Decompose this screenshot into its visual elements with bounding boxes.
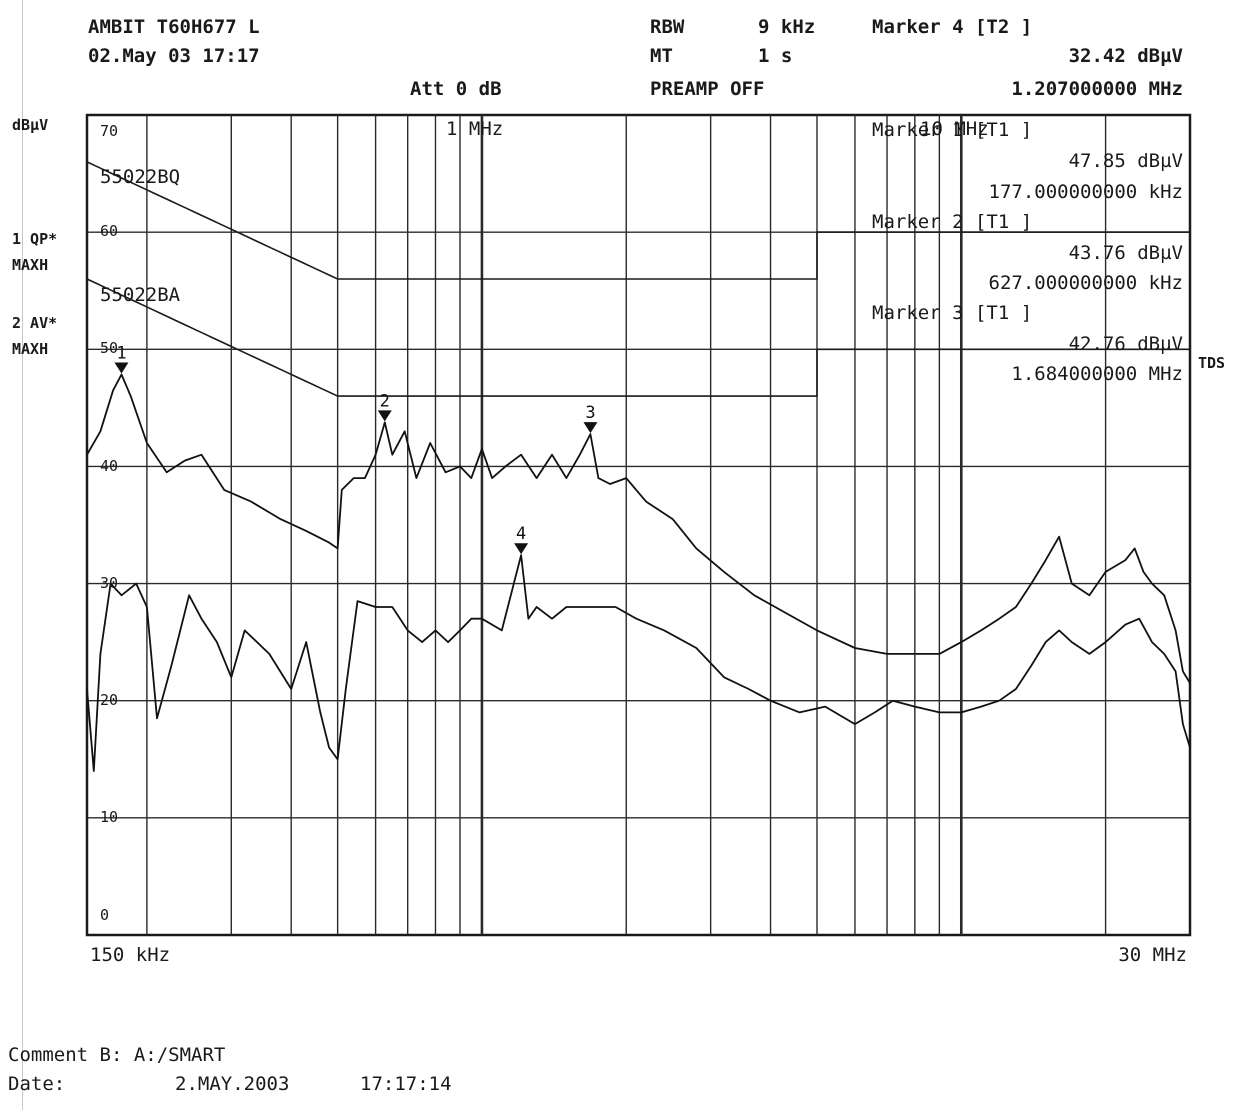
marker1-freq: 177.000000000 kHz	[988, 181, 1183, 203]
date-label: Date:	[8, 1073, 66, 1095]
y-tick-label: 70	[100, 122, 119, 140]
y-tick-label: 30	[100, 574, 119, 592]
marker2-title: Marker 2 [T1 ]	[872, 211, 1033, 233]
device-title: AMBIT T60H677 L	[88, 16, 260, 38]
preamp-status: PREAMP OFF	[650, 78, 765, 100]
y-tick-label: 20	[100, 691, 119, 709]
marker3-title: Marker 3 [T1 ]	[872, 302, 1033, 324]
trace1-mode: MAXH	[12, 256, 49, 274]
comment-line: Comment B: A:/SMART	[8, 1044, 226, 1066]
mt-label: MT	[650, 45, 673, 67]
rbw-value: 9 kHz	[758, 16, 816, 38]
plot-frame	[85, 113, 1192, 937]
marker-triangle	[377, 410, 392, 422]
x-start-label: 150 kHz	[90, 944, 171, 966]
measurement-date: 02.May 03 17:17	[88, 45, 260, 67]
rbw-label: RBW	[650, 16, 685, 38]
limit-line-name: 55022BQ	[100, 166, 181, 188]
freq-annotation-1mhz: 1 MHz	[446, 118, 504, 140]
marker-label: 1	[116, 343, 126, 363]
y-tick-label: 10	[100, 808, 119, 826]
marker-label: 4	[516, 524, 526, 544]
marker-label: 3	[585, 403, 595, 423]
y-tick-label: 0	[100, 906, 110, 924]
marker4-title: Marker 4 [T2 ]	[872, 16, 1033, 38]
marker3-level: 42.76 dBµV	[1068, 333, 1183, 355]
marker1-level: 47.85 dBµV	[1068, 150, 1183, 172]
limit-line	[86, 278, 1190, 397]
marker-triangle	[514, 543, 529, 555]
y-unit-label: dBµV	[12, 116, 49, 134]
x-end-label: 30 MHz	[1118, 944, 1187, 966]
date-value: 2.MAY.2003	[175, 1073, 290, 1095]
marker3-freq: 1.684000000 MHz	[1011, 363, 1183, 385]
marker1-title: Marker 1 [T1 ]	[872, 119, 1033, 141]
limit-line	[86, 161, 1190, 280]
time-value: 17:17:14	[360, 1073, 452, 1095]
limit-line-name: 55022BA	[100, 284, 181, 306]
marker4-freq: 1.207000000 MHz	[1011, 78, 1183, 100]
tds-label: TDS	[1198, 354, 1226, 372]
marker2-freq: 627.000000000 kHz	[988, 272, 1183, 294]
y-tick-label: 40	[100, 457, 119, 475]
trace-line	[86, 554, 1191, 772]
trace2-mode: MAXH	[12, 340, 49, 358]
scan-edge	[22, 0, 23, 1110]
marker-triangle	[583, 422, 598, 434]
marker-triangle	[114, 362, 129, 374]
y-tick-label: 60	[100, 222, 119, 240]
freq-annotation-10mhz: 10 MHz	[920, 118, 989, 140]
marker4-level: 32.42 dBµV	[1068, 45, 1183, 67]
mt-value: 1 s	[758, 45, 793, 67]
trace2-label: 2 AV*	[12, 314, 58, 332]
marker2-level: 43.76 dBµV	[1068, 242, 1183, 264]
y-tick-label: 50	[100, 339, 119, 357]
trace1-label: 1 QP*	[12, 230, 58, 248]
marker-label: 2	[380, 391, 390, 411]
attenuation: Att 0 dB	[410, 78, 502, 100]
trace-line	[86, 373, 1191, 684]
